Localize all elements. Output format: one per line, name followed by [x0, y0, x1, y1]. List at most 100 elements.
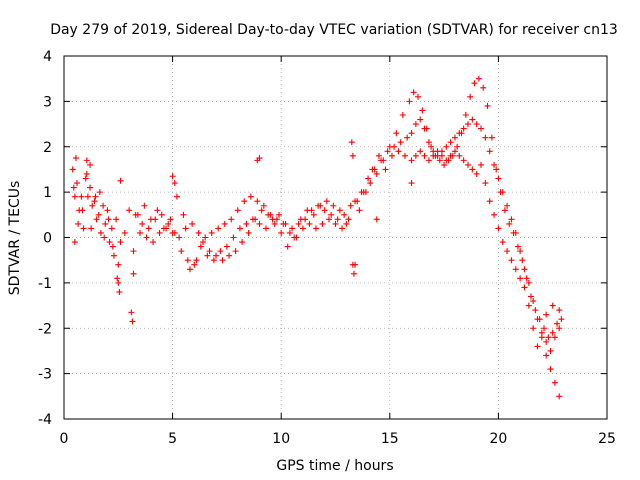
data-point	[549, 302, 556, 309]
data-point	[256, 155, 263, 162]
data-point	[254, 198, 261, 205]
data-point	[460, 157, 467, 164]
data-point	[217, 248, 224, 255]
series-cn13-track-b	[71, 116, 563, 400]
x-tick-label: 15	[381, 431, 399, 447]
data-point	[137, 229, 144, 236]
data-point	[408, 180, 415, 187]
data-point	[438, 152, 445, 159]
data-point	[169, 229, 176, 236]
data-point	[256, 220, 263, 227]
data-point	[404, 134, 411, 141]
data-point	[519, 257, 526, 264]
data-point	[495, 175, 502, 182]
data-point	[373, 216, 380, 223]
data-point	[195, 229, 202, 236]
data-point	[362, 189, 369, 196]
data-point	[71, 193, 78, 200]
data-point	[79, 207, 86, 214]
data-point	[541, 325, 548, 332]
data-point	[421, 125, 428, 132]
data-point	[178, 248, 185, 255]
data-point	[226, 252, 233, 259]
data-point	[419, 107, 426, 114]
data-point	[473, 170, 480, 177]
data-point	[323, 198, 330, 205]
data-point	[488, 134, 495, 141]
data-point	[215, 225, 222, 232]
data-point	[106, 239, 113, 246]
data-point	[109, 243, 116, 250]
plot-frame	[63, 55, 608, 420]
data-point	[399, 111, 406, 118]
data-point	[543, 311, 550, 318]
data-point	[521, 284, 528, 291]
data-point	[130, 248, 137, 255]
series-cn13-track-c	[70, 148, 563, 354]
x-tick-label: 10	[272, 431, 290, 447]
data-point	[243, 220, 250, 227]
data-point	[334, 216, 341, 223]
data-point	[365, 175, 372, 182]
data-point	[397, 139, 404, 146]
data-point	[176, 234, 183, 241]
data-point	[408, 157, 415, 164]
data-point	[556, 307, 563, 314]
data-point	[499, 189, 506, 196]
x-tick-label: 5	[168, 431, 177, 447]
data-point	[239, 239, 246, 246]
data-point	[200, 239, 207, 246]
data-point	[349, 152, 356, 159]
data-point	[517, 275, 524, 282]
data-point	[114, 275, 121, 282]
data-point	[169, 173, 176, 180]
data-point	[91, 198, 98, 205]
data-point	[345, 216, 352, 223]
data-point	[467, 93, 474, 100]
data-point	[534, 316, 541, 323]
y-tick-label: 3	[43, 94, 52, 110]
data-point	[484, 102, 491, 109]
data-point	[434, 148, 441, 155]
data-point	[113, 216, 120, 223]
data-point	[291, 234, 298, 241]
data-point	[508, 216, 515, 223]
data-point	[350, 270, 357, 277]
y-tick-label: -2	[38, 321, 52, 337]
data-point	[193, 257, 200, 264]
data-point	[147, 216, 154, 223]
data-point	[436, 157, 443, 164]
data-point	[262, 225, 269, 232]
data-point	[538, 329, 545, 336]
data-point	[306, 220, 313, 227]
data-point	[425, 139, 432, 146]
data-point	[375, 152, 382, 159]
data-point	[108, 225, 115, 232]
data-point	[343, 220, 350, 227]
data-point	[534, 343, 541, 350]
data-point	[115, 261, 122, 268]
data-point	[312, 225, 319, 232]
data-point	[89, 202, 96, 209]
data-point	[525, 302, 532, 309]
data-point	[236, 225, 243, 232]
data-point	[469, 166, 476, 173]
data-point	[319, 220, 326, 227]
data-point	[336, 207, 343, 214]
data-point	[373, 170, 380, 177]
data-point	[286, 229, 293, 236]
data-point	[150, 239, 157, 246]
y-tick-labels: -4 -3 -2 -1 0 1 2 3 4	[38, 49, 52, 428]
data-point	[525, 279, 532, 286]
data-point	[284, 243, 291, 250]
data-point	[545, 334, 552, 341]
data-point	[289, 225, 296, 232]
data-point	[428, 143, 435, 150]
data-point	[96, 189, 103, 196]
data-point	[451, 134, 458, 141]
data-point	[454, 143, 461, 150]
data-point	[443, 143, 450, 150]
data-point	[245, 229, 252, 236]
data-point	[71, 239, 78, 246]
